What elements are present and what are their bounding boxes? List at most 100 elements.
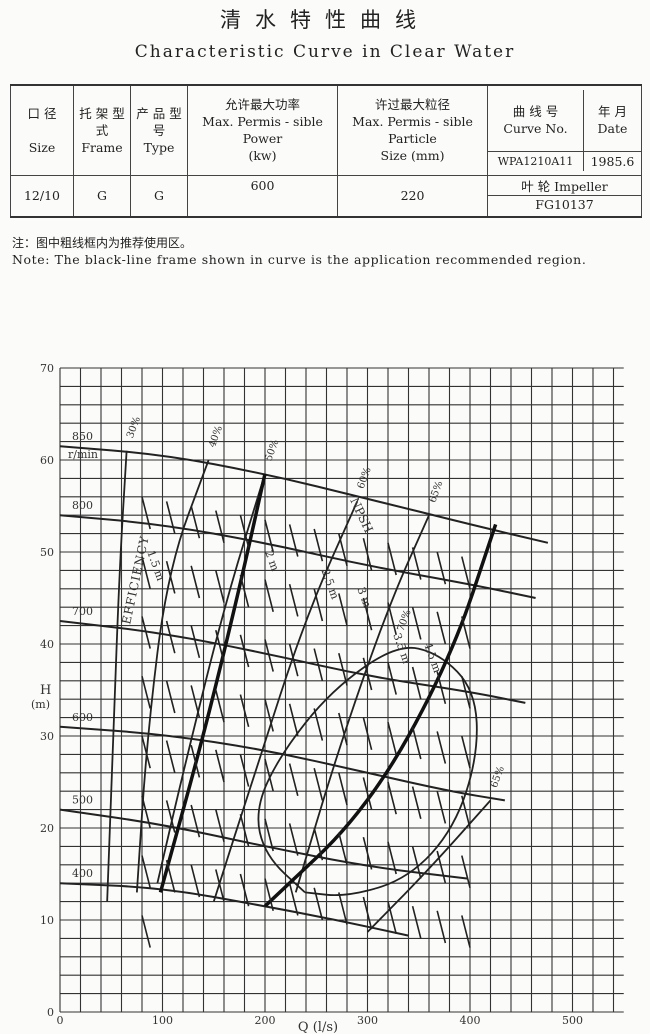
npsh-dash: [141, 496, 151, 530]
efficiency-curve: [212, 501, 359, 902]
npsh-dash: [239, 873, 250, 907]
spec-table: 口 径 Size 托 架 型 式 Frame 产 品 型 号 Type 允许最大功率 M…: [10, 84, 642, 218]
npsh-dash: [215, 749, 225, 783]
note-en: Note: The black-line frame shown in curv…: [12, 252, 587, 267]
speed-label-400: 400: [72, 867, 93, 880]
npsh-dash: [288, 823, 299, 856]
efficiency-curve: [106, 450, 128, 902]
npsh-dash: [362, 837, 373, 870]
grid: [59, 367, 624, 1013]
npsh-dash: [190, 804, 201, 838]
note-cn: 注：图中粗线框内为推荐使用区。: [12, 236, 193, 250]
speed-label-500: 500: [72, 794, 93, 807]
npsh-dash: [436, 551, 447, 585]
efficiency-label: 65%: [427, 480, 445, 505]
y-tick-label: 40: [40, 638, 54, 651]
npsh-dash: [288, 524, 299, 557]
npsh-dash: [313, 528, 324, 562]
npsh-dash: [165, 740, 176, 773]
x-tick-label: 500: [562, 1014, 583, 1027]
speed-label-700: 700: [72, 605, 93, 618]
npsh-dash: [190, 745, 201, 778]
npsh-dash: [141, 915, 151, 948]
npsh-dash: [387, 841, 397, 875]
speed-curve-700: [59, 620, 526, 704]
power-header-cn: 允许最大功率: [224, 97, 300, 113]
efficiency-curve: [257, 646, 478, 897]
size-value: 12/10: [10, 174, 74, 218]
npsh-dash: [239, 694, 250, 727]
date-header-cn: 年 月: [597, 104, 627, 120]
npsh-dash: [387, 662, 397, 695]
npsh-dash: [461, 735, 471, 769]
npsh-dash: [313, 768, 324, 801]
y-tick-label: 30: [40, 730, 54, 743]
power-value: 600: [187, 174, 338, 218]
npsh-dash: [165, 800, 176, 833]
npsh-dash: [387, 901, 397, 934]
npsh-dash: [264, 579, 274, 612]
npsh-dash: [190, 864, 201, 898]
npsh-dash: [387, 722, 397, 755]
npsh-dash: [436, 791, 447, 824]
y-tick-label: 0: [47, 1006, 54, 1019]
npsh-dash: [264, 639, 274, 672]
curve-header-cn: 曲 线 号: [512, 104, 559, 120]
npsh-dash: [215, 630, 225, 663]
size-header-en: Size: [28, 139, 56, 155]
npsh-dash: [141, 855, 151, 888]
x-tick-label: 200: [255, 1014, 276, 1027]
npsh-dash: [215, 570, 225, 603]
npsh-dash: [141, 556, 151, 589]
impeller-value: FG10137: [535, 197, 594, 213]
speed-label-850: 850: [72, 430, 93, 443]
npsh-dash: [141, 795, 151, 829]
npsh-dash: [338, 653, 348, 686]
y-axis-label: H: [40, 683, 51, 698]
x-tick-label: 400: [460, 1014, 481, 1027]
npsh-dash: [461, 855, 471, 888]
npsh-dash: [387, 781, 397, 815]
title-en: Characteristic Curve in Clear Water: [134, 42, 516, 62]
y-tick-label: 10: [40, 914, 54, 927]
npsh-dash: [215, 869, 225, 902]
npsh-dash: [141, 616, 151, 649]
npsh-dash: [411, 666, 422, 700]
speed-curve-400: [59, 882, 409, 937]
npsh-dash: [239, 515, 250, 548]
npsh-dash: [239, 634, 250, 668]
npsh-dash: [461, 616, 471, 649]
recommended-region-right: [263, 523, 498, 908]
curves: [59, 445, 549, 948]
efficiency-curve: [135, 459, 210, 893]
npsh-dash: [190, 565, 201, 599]
npsh-dash: [165, 680, 176, 714]
npsh-dash: [288, 763, 299, 796]
npsh-dash: [215, 809, 225, 842]
impeller-label: 叶 轮 Impeller: [488, 178, 641, 197]
npsh-dash: [387, 542, 397, 576]
speed-curve-600: [59, 725, 506, 802]
npsh-dash: [313, 887, 324, 921]
x-tick-label: 0: [57, 1014, 64, 1027]
npsh-dash: [190, 685, 201, 718]
npsh-dash: [165, 501, 176, 534]
power-header-en: Max. Permis - sible Power: [202, 114, 323, 147]
speed-curve-800: [59, 514, 536, 599]
npsh-dash: [190, 625, 201, 658]
npsh-dash: [387, 602, 397, 635]
npsh-dash: [436, 611, 447, 645]
speed-label-600: 600: [72, 711, 93, 724]
title-cn: 清水特性曲线: [220, 8, 430, 32]
npsh-dash: [338, 892, 348, 925]
curve-date: 1985.6: [582, 151, 641, 171]
npsh-dash: [264, 878, 274, 911]
npsh-dash: [215, 510, 225, 543]
speed-unit-label: r/min: [68, 448, 98, 461]
npsh-dash: [141, 676, 151, 709]
npsh-dash: [338, 593, 348, 626]
y-axis-unit: (m): [31, 698, 50, 711]
npsh-dash: [461, 556, 471, 589]
npsh-dash: [338, 772, 348, 806]
npsh-dash: [338, 832, 348, 865]
